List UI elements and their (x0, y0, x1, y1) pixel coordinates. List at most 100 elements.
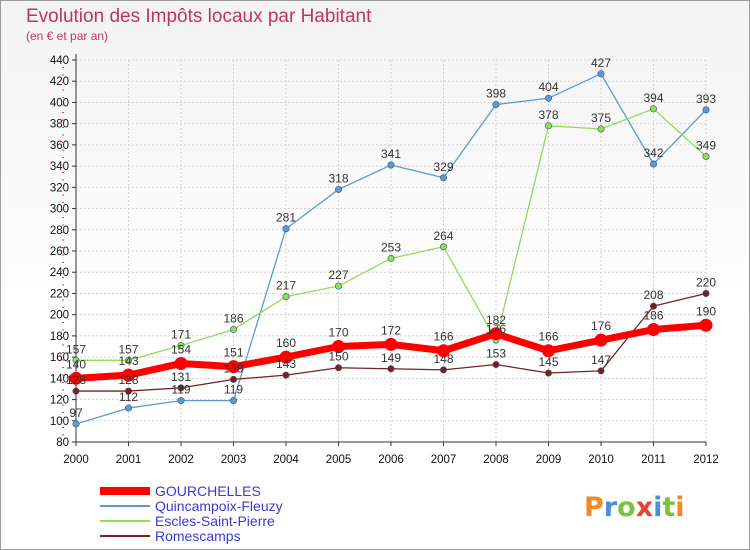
series-point-0 (279, 350, 293, 364)
series-point-0 (332, 340, 345, 353)
series-point-3 (387, 365, 395, 373)
y-tick-label: 380 (50, 119, 69, 131)
data-label-0: 160 (276, 336, 296, 350)
data-label-1: 119 (171, 383, 190, 397)
series-point-3 (597, 367, 605, 375)
data-label-1: 393 (696, 92, 716, 106)
series-point-1 (72, 420, 80, 428)
data-label-2: 186 (223, 312, 243, 326)
data-label-3: 143 (276, 357, 296, 371)
series-point-3 (702, 289, 710, 297)
series-point-1 (544, 94, 552, 102)
series-point-0 (699, 318, 713, 332)
data-label-0: 190 (696, 304, 716, 318)
data-label-3: 147 (591, 353, 611, 367)
series-point-3 (282, 371, 290, 379)
x-tick-label: 2007 (431, 454, 457, 466)
series-point-3 (544, 369, 552, 377)
series-point-3 (230, 375, 238, 383)
data-label-1: 398 (486, 87, 506, 101)
data-label-3: 128 (118, 373, 138, 387)
x-tick-label: 2005 (326, 454, 352, 466)
data-label-3: 145 (538, 355, 558, 369)
axes: 8010012014016018020022024026028030032034… (50, 54, 719, 466)
logo-letter: r (604, 492, 618, 523)
series-point-0 (542, 344, 555, 358)
series-point-3 (439, 366, 447, 374)
data-label-0: 154 (171, 342, 191, 356)
data-labels: 97 112 119 119 281 318 341 329 398 404 427 342 393 15… (66, 56, 716, 420)
data-label-1: 318 (328, 171, 348, 185)
data-label-0: 170 (328, 326, 348, 340)
legend-label-0: GOURCHELLES (155, 483, 261, 499)
series-points (69, 70, 713, 428)
series-point-2 (439, 243, 447, 251)
series-point-1 (282, 225, 290, 233)
series-point-1 (439, 174, 447, 182)
legend-label-1: Quincampoix-Fleuzy (155, 498, 283, 514)
series-point-2 (334, 282, 342, 290)
proxiti-logo: Proxiti (584, 492, 685, 523)
logo-letter: i (675, 492, 684, 523)
x-tick-label: 2000 (63, 454, 89, 466)
y-tick-label: 340 (50, 161, 69, 173)
y-tick-label: 80 (56, 437, 69, 449)
x-tick-label: 2004 (273, 454, 299, 466)
data-label-1: 112 (119, 390, 138, 404)
series-point-3 (72, 387, 80, 395)
x-tick-label: 2010 (588, 454, 614, 466)
y-tick-label: 120 (50, 395, 69, 407)
series-point-2 (702, 153, 710, 161)
series-point-2 (230, 326, 238, 334)
series-point-2 (597, 125, 605, 133)
data-label-2: 253 (381, 240, 401, 254)
y-tick-label: 400 (50, 97, 69, 109)
legend-label-3: Romescamps (155, 528, 241, 544)
series-point-0 (647, 323, 660, 337)
x-tick-label: 2006 (378, 454, 404, 466)
series-point-0 (69, 371, 83, 385)
data-label-2: 227 (328, 268, 348, 282)
data-label-3: 148 (433, 352, 453, 366)
x-tick-label: 2001 (116, 454, 142, 466)
data-label-2: 264 (433, 229, 453, 243)
data-label-2: 176 (486, 322, 506, 336)
x-tick-label: 2011 (641, 454, 666, 466)
series-point-2 (282, 293, 290, 301)
x-tick-label: 2008 (483, 454, 509, 466)
data-label-1: 329 (433, 160, 453, 174)
y-tick-label: 200 (50, 310, 69, 322)
y-tick-label: 180 (50, 331, 69, 343)
data-label-1: 281 (276, 211, 296, 225)
series-point-0 (594, 333, 608, 347)
series-point-3 (125, 387, 133, 395)
series-point-1 (177, 397, 185, 405)
data-label-2: 378 (538, 108, 558, 122)
data-label-0: 182 (486, 313, 506, 327)
series-point-0 (174, 356, 188, 370)
data-label-3: 128 (66, 373, 86, 387)
y-tick-label: 300 (50, 204, 69, 216)
series-point-1 (230, 397, 238, 405)
y-tick-label: 220 (50, 288, 69, 300)
series-point-1 (597, 70, 605, 78)
data-label-3: 150 (328, 350, 348, 364)
series-point-2 (72, 356, 80, 364)
series-point-2 (387, 254, 395, 262)
series-point-1 (649, 160, 657, 168)
data-label-0: 151 (223, 346, 243, 360)
data-label-0: 143 (118, 354, 138, 368)
series-point-0 (227, 360, 240, 374)
y-tick-label: 160 (50, 352, 69, 364)
data-label-2: 217 (276, 279, 296, 293)
data-label-0: 172 (381, 323, 401, 337)
legend: GOURCHELLESQuincampoix-FleuzyEscles-Sain… (100, 483, 283, 544)
data-label-2: 375 (591, 111, 611, 125)
data-label-2: 157 (66, 342, 86, 356)
data-label-3: 220 (696, 275, 716, 289)
logo-letter: o (617, 492, 636, 523)
logo-letter: P (584, 492, 604, 523)
series-point-2 (177, 341, 185, 349)
